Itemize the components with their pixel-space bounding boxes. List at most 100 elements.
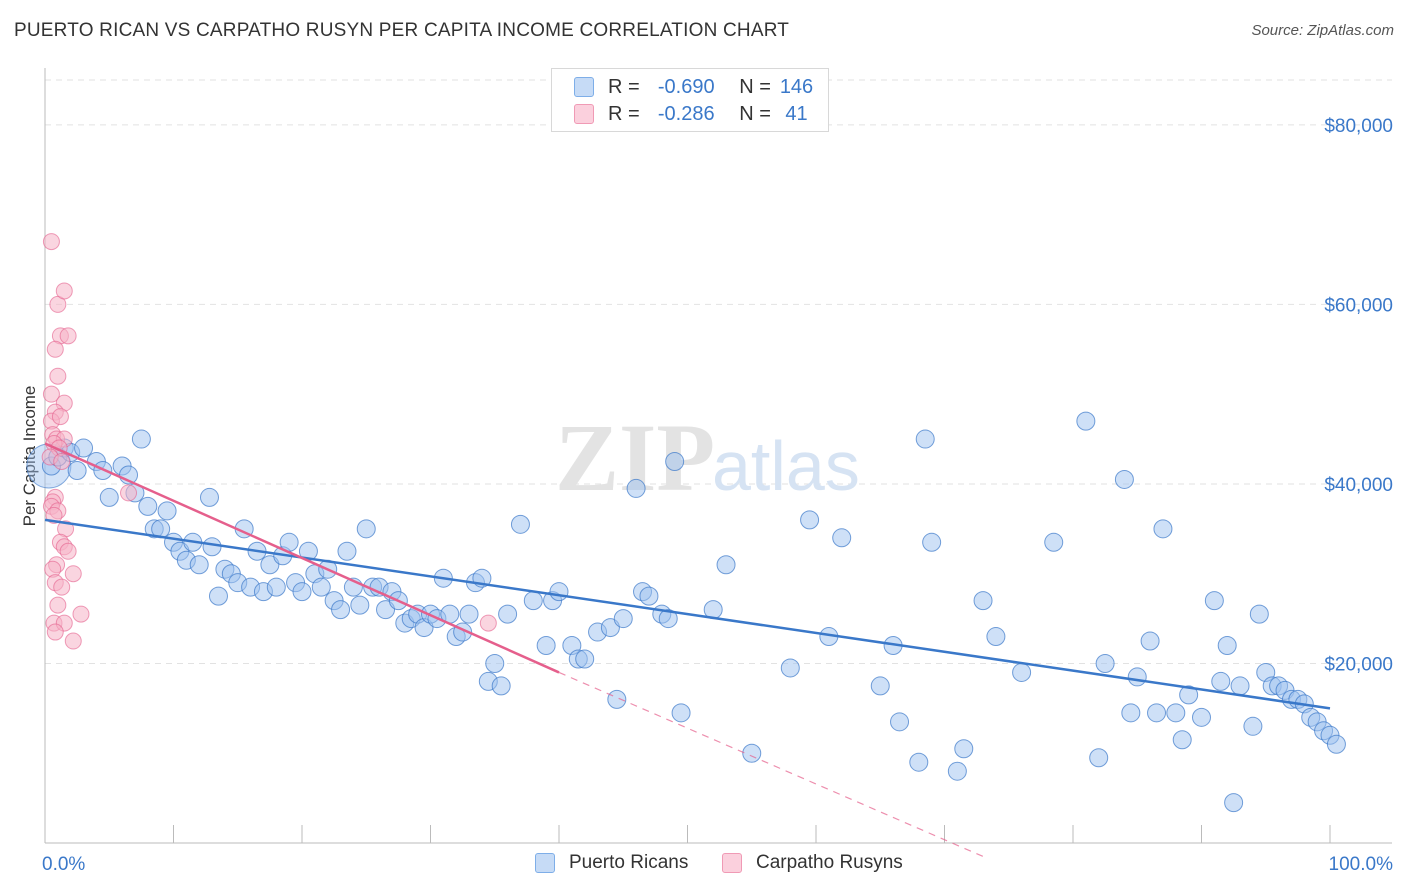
series-carpatho-rusyns xyxy=(41,233,497,650)
trend-lines xyxy=(44,442,1331,858)
data-point xyxy=(1243,716,1263,736)
data-point xyxy=(954,739,974,759)
data-point xyxy=(99,487,119,507)
data-point xyxy=(202,537,222,557)
data-point xyxy=(46,340,64,358)
data-point xyxy=(311,577,331,597)
data-point xyxy=(1211,671,1231,691)
data-point xyxy=(658,609,678,629)
data-point xyxy=(1147,703,1167,723)
chart-title: PUERTO RICAN VS CARPATHO RUSYN PER CAPIT… xyxy=(14,20,790,41)
legend-swatch-pink xyxy=(574,104,594,124)
trend-line-carpatho-rusyns xyxy=(44,442,560,674)
data-point xyxy=(42,233,60,251)
data-point xyxy=(1140,631,1160,651)
data-point xyxy=(131,429,151,449)
data-point xyxy=(46,623,64,641)
data-point xyxy=(1012,662,1032,682)
data-point xyxy=(120,484,138,502)
data-point xyxy=(639,586,659,606)
data-point xyxy=(498,604,518,624)
data-point xyxy=(986,627,1006,647)
legend-label: Puerto Ricans xyxy=(569,852,689,873)
data-point xyxy=(1230,676,1250,696)
data-point xyxy=(49,367,67,385)
data-point xyxy=(189,555,209,575)
data-point xyxy=(1044,532,1064,552)
data-point xyxy=(742,743,762,763)
data-point xyxy=(51,408,69,426)
data-point xyxy=(549,582,569,602)
x-tick-label: 100.0% xyxy=(1329,854,1394,875)
legend-r-value: -0.690 xyxy=(657,75,715,98)
data-point xyxy=(72,605,90,623)
data-point xyxy=(890,712,910,732)
legend-swatch-pink xyxy=(722,853,742,873)
data-point xyxy=(1179,685,1199,705)
data-point xyxy=(626,478,646,498)
data-point xyxy=(1114,469,1134,489)
data-point xyxy=(1217,636,1237,656)
data-point xyxy=(1192,707,1211,727)
legend-r-value: -0.286 xyxy=(657,102,715,125)
tick-labels: $20,000 $40,000 $60,000 $80,000 0.0% 100.0% xyxy=(42,116,1393,875)
data-point xyxy=(922,532,942,552)
legend-swatch-blue xyxy=(574,77,594,97)
legend-swatch-blue xyxy=(535,853,555,873)
legend-item-puerto-ricans: Puerto Ricans xyxy=(535,852,688,874)
data-point xyxy=(1224,793,1244,813)
legend-row-puerto-ricans: R = -0.690 N = 146 xyxy=(574,74,817,100)
data-point xyxy=(64,632,82,650)
data-point xyxy=(42,385,60,403)
data-point xyxy=(780,658,800,678)
data-point xyxy=(607,689,627,709)
data-point xyxy=(1127,667,1147,687)
data-point xyxy=(208,586,228,606)
grid-lines xyxy=(45,79,1392,664)
series-legend: Puerto Ricans Carpatho Rusyns xyxy=(0,852,1406,878)
data-point xyxy=(1121,703,1141,723)
data-point xyxy=(870,676,890,696)
legend-n-value: 146 xyxy=(779,75,814,98)
y-tick-label: $40,000 xyxy=(1324,475,1393,496)
data-point xyxy=(138,496,158,516)
watermark-atlas: atlas xyxy=(712,427,860,505)
data-point xyxy=(1153,519,1173,539)
legend-n-label: N = xyxy=(739,75,771,98)
source-label: Source: ZipAtlas.com xyxy=(1251,22,1394,39)
trend-line-puerto-ricans xyxy=(44,518,1331,710)
legend-n-label: N = xyxy=(739,102,771,125)
data-point xyxy=(59,542,77,560)
data-point xyxy=(909,752,929,772)
data-point xyxy=(1089,748,1109,768)
data-point xyxy=(1166,703,1186,723)
data-point xyxy=(74,438,94,458)
data-point xyxy=(479,614,497,632)
correlation-legend: R = -0.690 N = 146 R = -0.286 N = 41 xyxy=(551,68,829,132)
data-point xyxy=(64,565,82,583)
data-point xyxy=(67,460,87,480)
data-point xyxy=(491,676,511,696)
data-point xyxy=(331,600,351,620)
data-point xyxy=(947,761,967,781)
y-tick-label: $60,000 xyxy=(1324,295,1393,316)
data-point xyxy=(973,591,993,611)
legend-n-value: 41 xyxy=(785,102,808,125)
data-point xyxy=(157,501,177,521)
data-point xyxy=(671,703,691,723)
data-point xyxy=(356,519,376,539)
data-point xyxy=(575,649,595,669)
data-point xyxy=(292,582,312,602)
y-tick-label: $80,000 xyxy=(1324,116,1393,137)
data-point xyxy=(337,541,357,561)
data-point xyxy=(832,528,852,548)
legend-r-label: R = xyxy=(608,102,640,125)
data-point xyxy=(1076,411,1096,431)
x-tick-label: 0.0% xyxy=(42,854,85,875)
data-point xyxy=(266,577,286,597)
data-point xyxy=(49,596,67,614)
data-point xyxy=(1326,734,1346,754)
data-point xyxy=(536,636,556,656)
legend-item-carpatho-rusyns: Carpatho Rusyns xyxy=(722,852,903,874)
